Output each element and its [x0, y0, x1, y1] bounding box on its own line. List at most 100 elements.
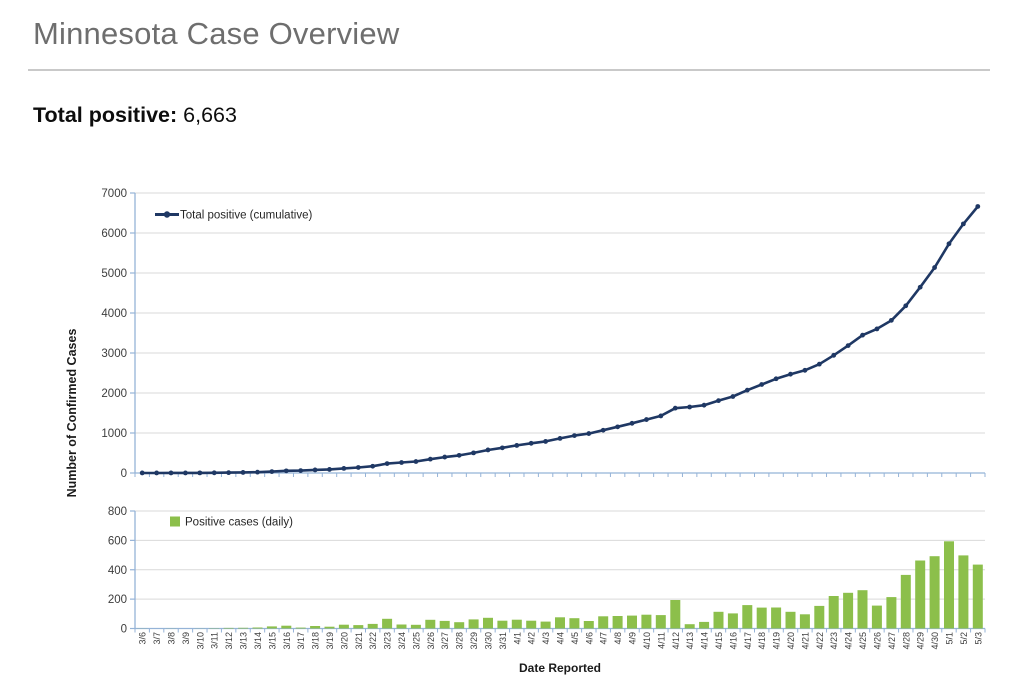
daily-bar	[627, 616, 637, 629]
data-point-dot	[140, 471, 145, 476]
x-tick-label: 3/10	[195, 632, 205, 650]
y-tick-label: 3000	[101, 348, 127, 360]
data-point-dot	[313, 468, 318, 473]
data-point-dot	[774, 376, 779, 381]
daily-bar	[267, 626, 277, 628]
y-tick-label: 800	[108, 506, 127, 518]
data-point-dot	[269, 469, 274, 474]
x-tick-label: 3/22	[368, 632, 378, 650]
x-tick-label: 4/9	[628, 632, 638, 645]
data-point-dot	[428, 457, 433, 462]
x-tick-label: 4/28	[901, 632, 911, 650]
data-point-dot	[932, 265, 937, 270]
daily-bar	[843, 593, 853, 629]
x-tick-label: 4/20	[786, 632, 796, 650]
y-axis-title: Number of Confirmed Cases	[65, 329, 79, 498]
data-point-dot	[442, 455, 447, 460]
x-tick-label: 5/3	[973, 632, 983, 645]
x-tick-label: 4/4	[556, 632, 566, 645]
daily-bar	[714, 612, 724, 629]
daily-bar	[742, 605, 752, 628]
x-tick-label: 3/23	[383, 632, 393, 650]
y-tick-label: 1000	[101, 428, 127, 440]
daily-bar	[339, 625, 349, 629]
x-tick-label: 4/6	[584, 632, 594, 645]
divider	[28, 69, 990, 71]
data-point-dot	[486, 448, 491, 453]
daily-bar	[569, 618, 579, 628]
x-tick-label: 3/16	[282, 632, 292, 650]
data-point-dot	[414, 459, 419, 464]
x-tick-label: 3/18	[311, 632, 321, 650]
x-tick-label: 3/8	[167, 632, 177, 645]
daily-bar	[656, 615, 666, 628]
x-tick-label: 3/12	[224, 632, 234, 650]
data-point-dot	[298, 468, 303, 473]
x-tick-label: 4/22	[815, 632, 825, 650]
x-tick-label: 4/29	[916, 632, 926, 650]
data-point-dot	[788, 372, 793, 377]
x-tick-label: 4/24	[844, 632, 854, 650]
x-tick-label: 4/5	[570, 632, 580, 645]
daily-bar	[224, 628, 234, 629]
data-point-dot	[370, 464, 375, 469]
x-tick-label: 4/15	[714, 632, 724, 650]
x-tick-label: 4/16	[728, 632, 738, 650]
x-axis-title: Date Reported	[519, 661, 601, 675]
daily-bar	[440, 621, 450, 629]
x-tick-label: 4/23	[829, 632, 839, 650]
data-point-dot	[615, 424, 620, 429]
x-tick-label: 4/10	[642, 632, 652, 650]
x-tick-label: 3/19	[325, 632, 335, 650]
data-point-dot	[759, 382, 764, 387]
data-point-dot	[961, 221, 966, 226]
data-point-dot	[658, 414, 663, 419]
data-point-dot	[889, 318, 894, 323]
data-point-dot	[644, 417, 649, 422]
data-point-dot	[745, 388, 750, 393]
y-tick-label: 0	[121, 624, 127, 636]
data-point-dot	[212, 470, 217, 475]
x-tick-label: 3/20	[339, 632, 349, 650]
x-tick-label: 3/13	[239, 632, 249, 650]
daily-bars	[137, 541, 983, 628]
x-tick-label: 4/18	[757, 632, 767, 650]
x-tick-label: 4/1	[512, 632, 522, 645]
x-tick-label: 4/14	[700, 632, 710, 650]
data-point-dot	[183, 471, 188, 476]
y-tick-label: 600	[108, 535, 127, 547]
x-tick-label: 3/6	[138, 632, 148, 645]
x-tick-label: 3/31	[498, 632, 508, 650]
x-tick-label: 3/25	[411, 632, 421, 650]
x-tick-label: 3/21	[354, 632, 364, 650]
data-point-dot	[730, 394, 735, 399]
daily-bar	[497, 621, 507, 629]
x-tick-label: 4/27	[887, 632, 897, 650]
daily-bar	[368, 624, 378, 629]
data-point-dot	[226, 470, 231, 475]
daily-bar	[411, 625, 421, 629]
legend-label: Positive cases (daily)	[185, 517, 293, 529]
data-point-dot	[197, 470, 202, 475]
daily-bar	[930, 556, 940, 628]
y-tick-label: 400	[108, 565, 127, 577]
daily-bar	[281, 626, 291, 629]
daily-bar	[814, 606, 824, 629]
daily-bar	[541, 622, 551, 629]
daily-bar	[858, 590, 868, 628]
data-point-dot	[673, 406, 678, 411]
daily-bar	[425, 620, 435, 629]
daily-bar	[728, 613, 738, 628]
x-tick-label: 4/21	[800, 632, 810, 650]
y-tick-label: 7000	[101, 188, 127, 200]
daily-bar	[253, 628, 263, 629]
x-tick-label: 3/29	[469, 632, 479, 650]
data-point-dot	[846, 343, 851, 348]
data-point-dot	[702, 403, 707, 408]
y-tick-label: 0	[121, 468, 127, 480]
x-tick-label: 4/17	[743, 632, 753, 650]
data-point-dot	[817, 362, 822, 367]
data-point-dot	[255, 470, 260, 475]
data-point-dot	[284, 468, 289, 473]
